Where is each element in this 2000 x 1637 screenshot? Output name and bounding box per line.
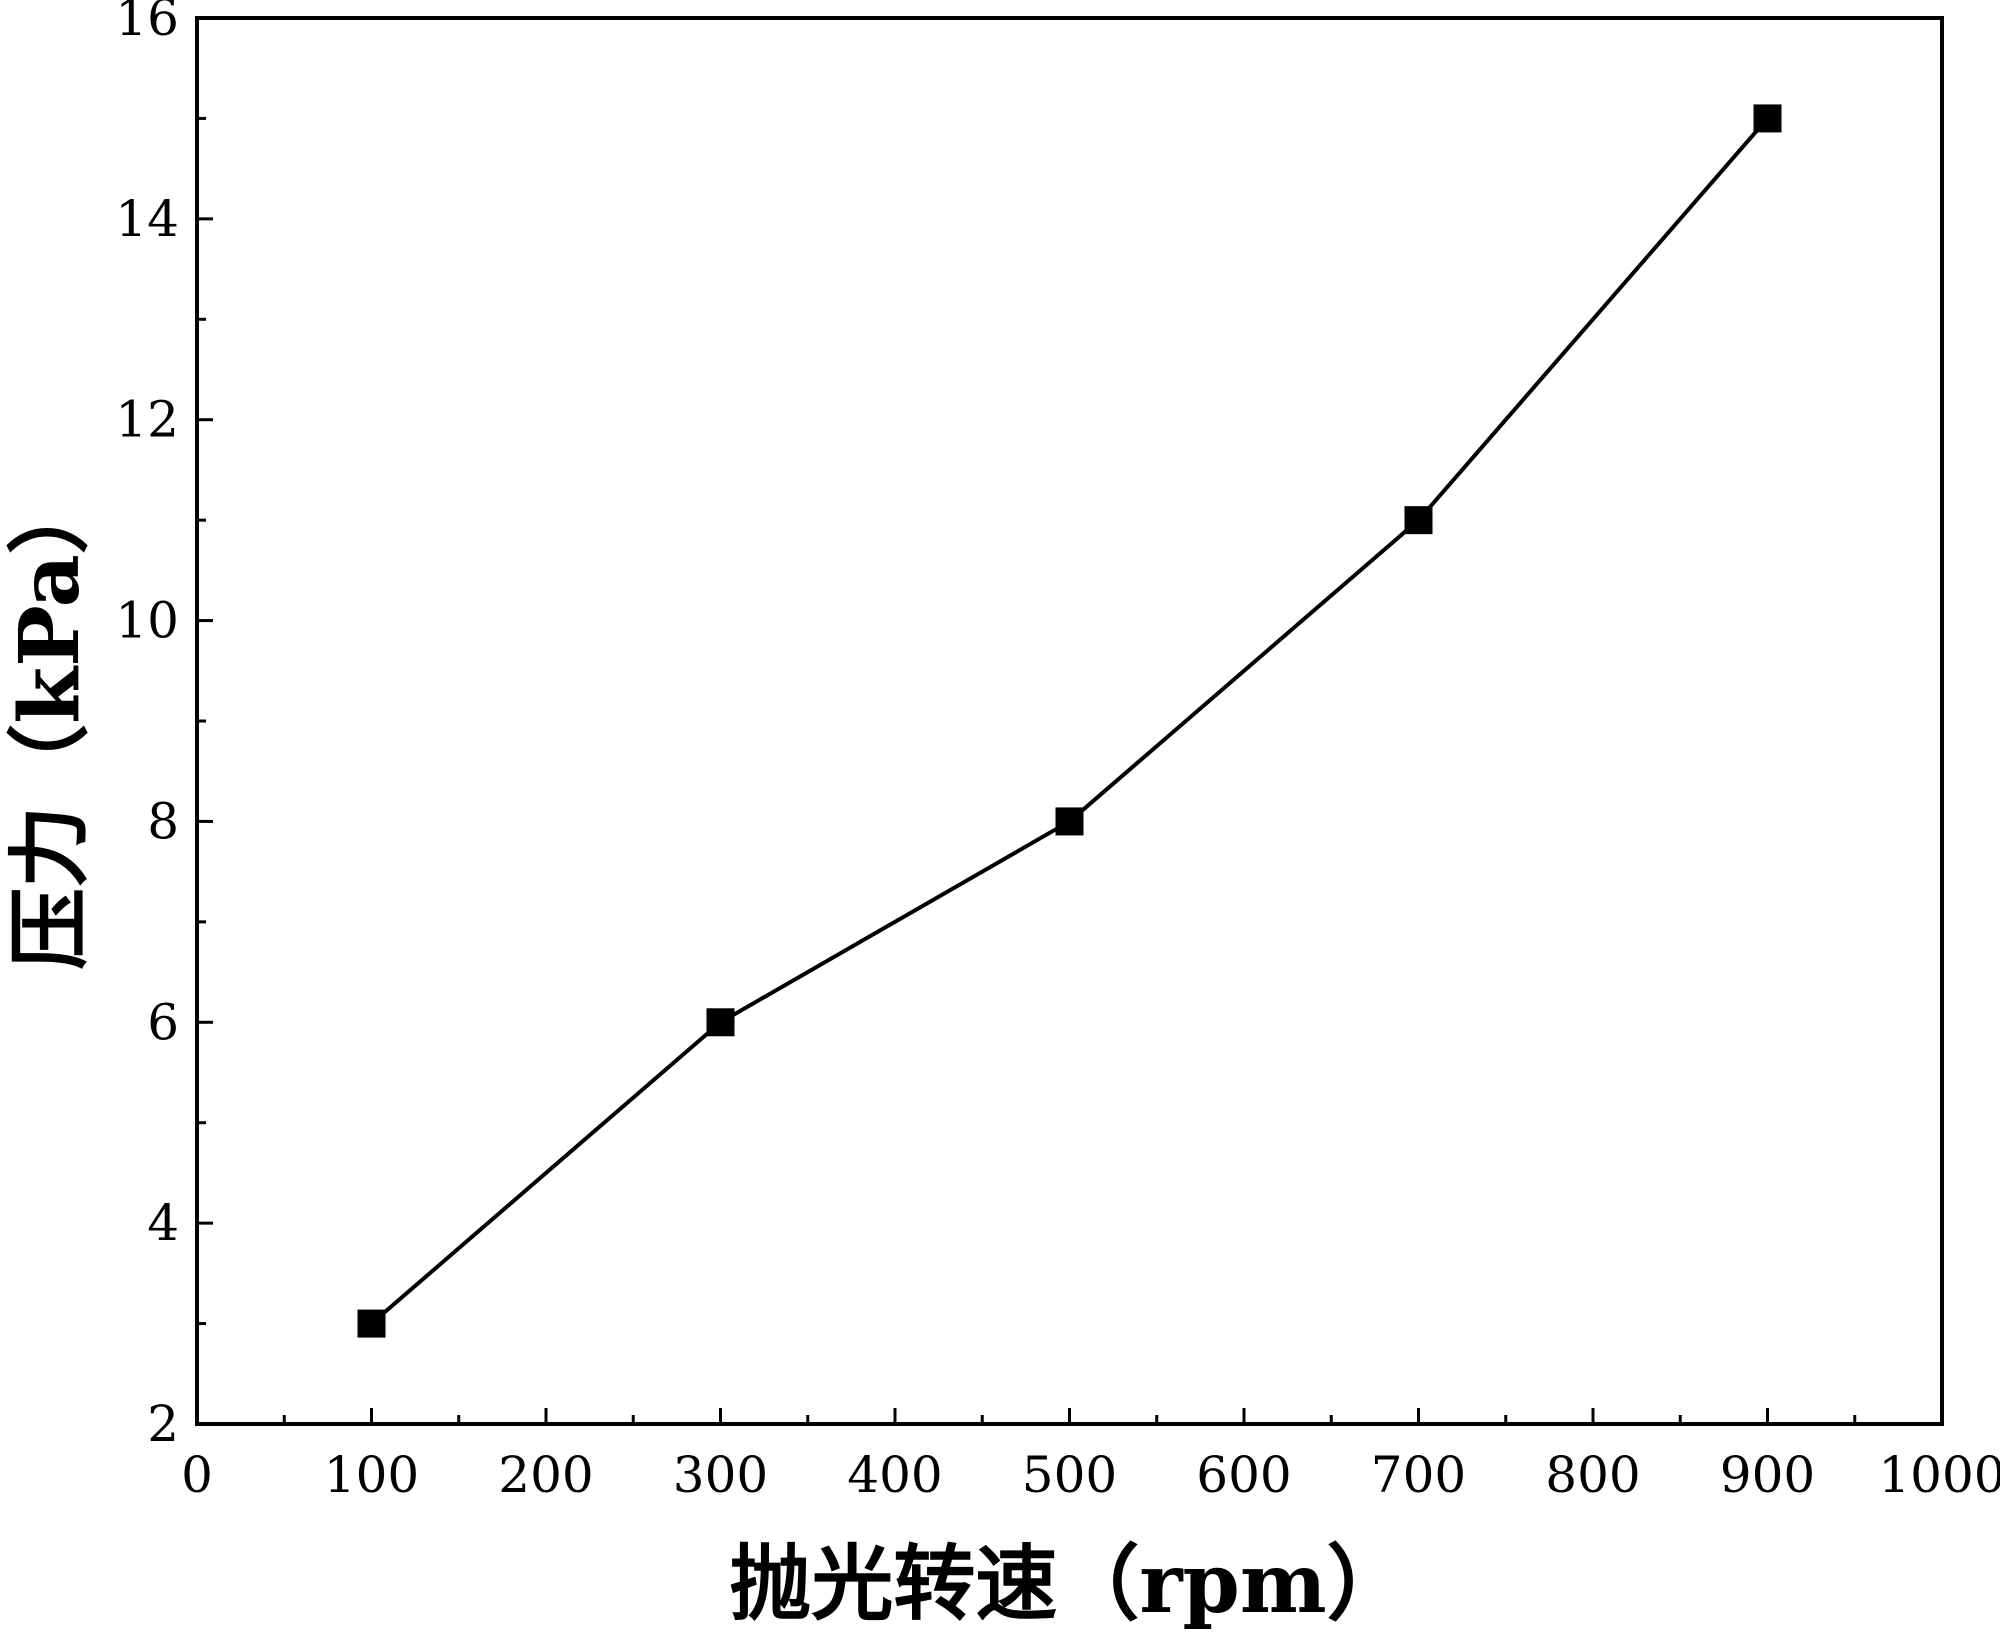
- x-axis-title: 抛光转速（rpm）: [729, 1536, 1408, 1632]
- x-tick-label: 400: [847, 1446, 942, 1504]
- data-point-marker: [706, 1008, 735, 1037]
- data-point-marker: [1404, 506, 1433, 535]
- major-ticks: [197, 217, 1769, 1424]
- plot-area-frame: [195, 16, 1944, 1426]
- minor-ticks: [197, 116, 1857, 1424]
- x-tick-label: 900: [1720, 1446, 1815, 1504]
- y-tick-label: 2: [147, 1395, 179, 1453]
- y-tick-label: 10: [115, 592, 179, 650]
- y-axis-title: 压力（kPa）: [2, 472, 98, 969]
- x-tick-label: 0: [181, 1446, 213, 1504]
- y-tick-label: 6: [147, 993, 179, 1051]
- x-tick-label: 1000: [1878, 1446, 2000, 1504]
- data-point-marker: [357, 1309, 386, 1338]
- x-tick-label: 100: [324, 1446, 419, 1504]
- y-tick-label: 16: [115, 0, 179, 47]
- x-tick-label: 200: [498, 1446, 593, 1504]
- y-tick-labels: 2 4 6 8 10 12 14 16: [115, 0, 179, 1453]
- data-point-marker: [1055, 807, 1084, 836]
- x-tick-label: 300: [673, 1446, 768, 1504]
- x-tick-label: 700: [1371, 1446, 1466, 1504]
- x-tick-label: 800: [1545, 1446, 1640, 1504]
- x-tick-label: 500: [1022, 1446, 1117, 1504]
- x-tick-label: 600: [1196, 1446, 1291, 1504]
- y-tick-label: 4: [147, 1194, 179, 1252]
- series-layer: [357, 104, 1782, 1338]
- series-line: [370, 117, 1770, 1326]
- y-tick-label: 14: [115, 190, 179, 248]
- y-tick-label: 12: [115, 391, 179, 449]
- y-tick-label: 8: [147, 792, 179, 850]
- x-tick-labels: 0 100 200 300 400 500 600 700 800 900 1000: [181, 1446, 2000, 1504]
- data-point-marker: [1753, 104, 1782, 133]
